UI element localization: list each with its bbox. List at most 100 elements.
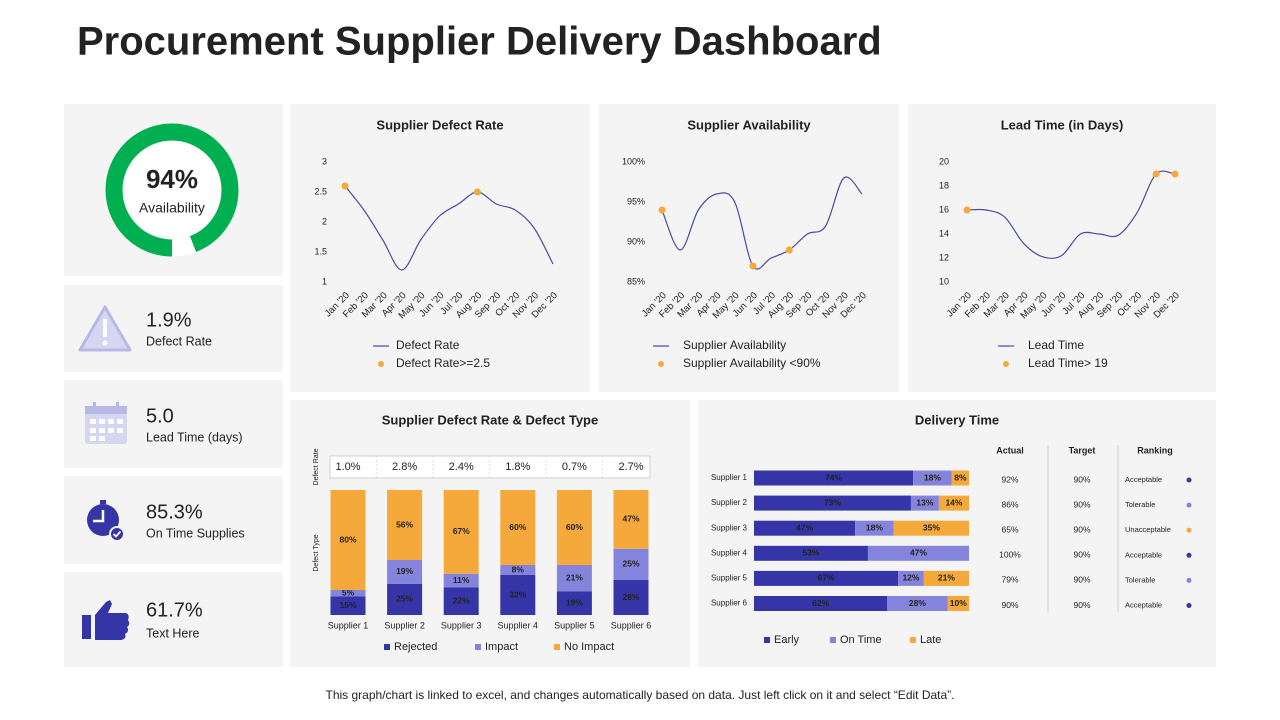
ranking-dot — [1186, 502, 1192, 508]
kpi-label: Defect Rate — [146, 334, 212, 348]
bar-segment — [443, 573, 479, 588]
bar-segment — [947, 596, 969, 611]
x-tick-label: Supplier 1 — [328, 620, 369, 630]
y-tick-label: 10 — [939, 276, 949, 286]
data-label: 35% — [923, 522, 940, 532]
bar-segment — [613, 490, 649, 549]
table-cell: 92% — [1001, 474, 1018, 484]
bar-segment — [938, 495, 969, 511]
bar-segment — [754, 596, 888, 611]
chart-title: Supplier Defect Rate — [376, 117, 503, 132]
data-label: 47% — [796, 522, 813, 532]
y-tick-label: 90% — [627, 236, 645, 246]
legend-label: Lead Time — [1028, 338, 1084, 352]
legend-label: No Impact — [564, 641, 614, 653]
legend-marker — [764, 637, 770, 643]
y-tick-label: Supplier 4 — [711, 548, 748, 557]
ranking-dot — [1186, 603, 1192, 608]
bar-segment — [923, 570, 969, 586]
table-cell: Acceptable — [1125, 550, 1162, 559]
legend-label: Lead Time> 19 — [1028, 356, 1108, 370]
highlight-point — [785, 246, 793, 254]
y-tick-label: 1 — [322, 276, 327, 286]
header-cell: 2.7% — [618, 461, 643, 473]
axis-label: Defect Type — [313, 534, 320, 571]
table-cell: 90% — [1073, 550, 1090, 560]
kpi-value: 1.9% — [146, 309, 192, 331]
y-tick-label: 2.5 — [314, 186, 327, 196]
data-label: 18% — [866, 522, 883, 532]
data-label: 11% — [453, 575, 470, 585]
data-label: 8% — [512, 564, 525, 574]
legend-marker — [378, 361, 384, 367]
y-tick-label: Supplier 2 — [711, 498, 748, 507]
data-label: 10% — [950, 598, 967, 608]
table-cell: 86% — [1001, 499, 1018, 509]
data-label: 28% — [909, 598, 926, 608]
chart-panel — [599, 104, 899, 392]
data-label: 74% — [825, 472, 842, 482]
data-label: 67% — [818, 573, 835, 583]
x-tick-label: Supplier 3 — [441, 620, 482, 630]
data-label: 32% — [509, 589, 526, 599]
legend-label: Rejected — [394, 641, 437, 653]
bar-segment — [330, 590, 366, 597]
highlight-point — [341, 182, 349, 190]
y-tick-label: Supplier 3 — [711, 523, 748, 532]
kpi-value: 5.0 — [146, 405, 174, 427]
bar-segment — [500, 565, 536, 575]
y-tick-label: 85% — [627, 276, 645, 286]
legend-label: Supplier Availability — [683, 338, 786, 352]
bar-segment — [867, 545, 969, 561]
y-tick-label: 20 — [939, 156, 949, 166]
bar-segment — [754, 495, 911, 511]
y-tick-label: 100% — [622, 156, 645, 166]
y-tick-label: 2 — [322, 216, 327, 226]
header-box — [329, 455, 651, 479]
data-label: 60% — [566, 522, 583, 532]
bar-segment — [443, 490, 479, 574]
table-cell: Tolerable — [1125, 575, 1155, 584]
axis-label: Defect Rate — [313, 448, 320, 485]
bar-segment — [613, 580, 649, 615]
data-label: 62% — [812, 598, 829, 608]
legend-marker — [910, 637, 916, 643]
legend-marker — [830, 637, 836, 643]
data-label: 28% — [622, 592, 639, 602]
legend-label: Early — [774, 634, 800, 646]
clock-icon — [87, 500, 125, 542]
table-cell: Unacceptable — [1125, 525, 1171, 534]
thumbs-up-icon — [82, 600, 130, 640]
chart-title: Supplier Defect Rate & Defect Type — [382, 412, 598, 427]
chart-title: Delivery Time — [915, 412, 999, 427]
legend-marker — [384, 644, 390, 650]
x-tick-label: Supplier 5 — [554, 620, 595, 630]
highlight-point — [473, 188, 481, 196]
y-tick-label: 1.5 — [314, 246, 327, 256]
bar-segment — [754, 520, 856, 536]
data-label: 73% — [824, 497, 841, 507]
table-cell: 90% — [1001, 600, 1018, 610]
y-tick-label: Supplier 5 — [711, 574, 748, 583]
data-label: 19% — [396, 566, 413, 576]
ranking-dot — [1186, 527, 1192, 533]
bar-segment — [754, 545, 868, 561]
y-tick-label: 14 — [939, 228, 949, 238]
data-label: 12% — [902, 573, 919, 583]
bar-segment — [910, 495, 939, 511]
bar-segment — [387, 490, 423, 560]
bar-segment — [951, 470, 969, 486]
bar-segment — [387, 583, 423, 615]
y-tick-label: Supplier 1 — [711, 473, 748, 482]
data-label: 21% — [566, 572, 583, 582]
data-label: 56% — [396, 519, 413, 529]
bar-segment — [556, 591, 592, 615]
table-cell: 79% — [1001, 575, 1018, 585]
highlight-point — [1171, 170, 1179, 178]
legend-label: Defect Rate>=2.5 — [396, 356, 490, 370]
table-cell: 90% — [1073, 524, 1090, 534]
chart-title: Lead Time (in Days) — [1001, 117, 1124, 132]
legend-marker — [1003, 361, 1009, 367]
legend-label: On Time — [840, 634, 882, 646]
